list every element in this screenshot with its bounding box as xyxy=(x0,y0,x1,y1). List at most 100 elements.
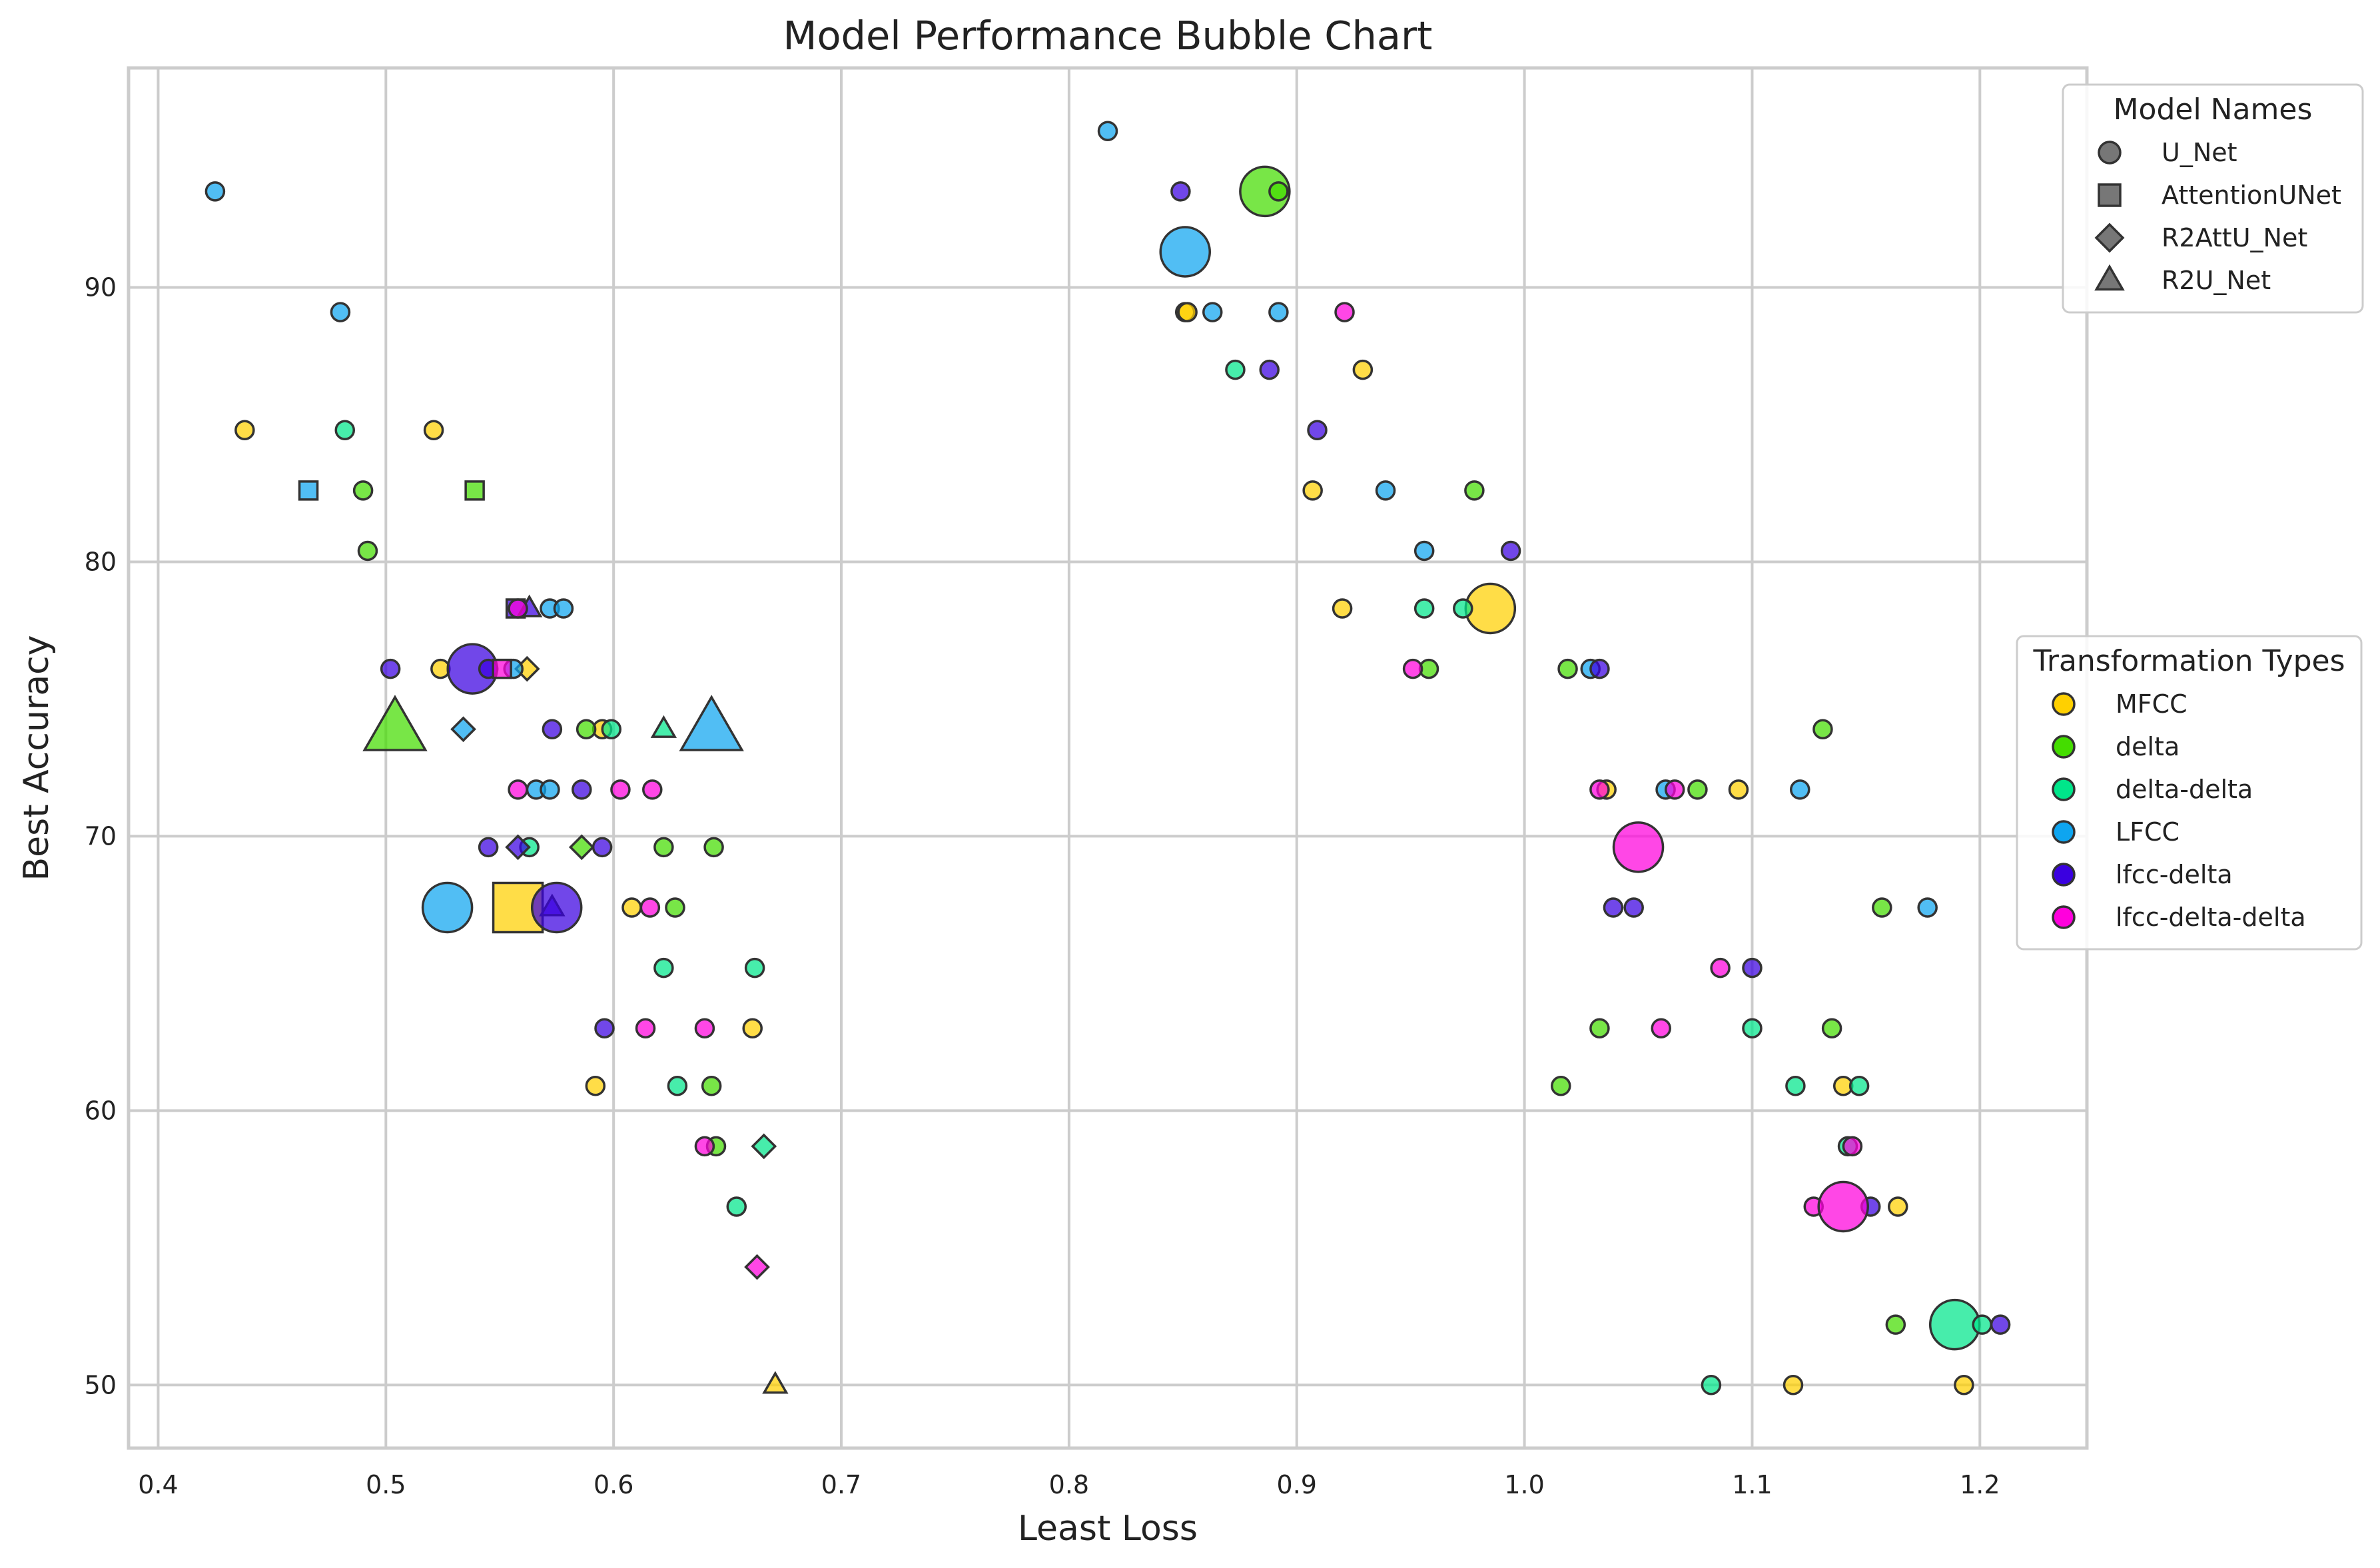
point-mfcc-circle xyxy=(423,420,444,440)
point-lfcc-delta-delta-square xyxy=(492,658,512,679)
x-axis-label: Least Loss xyxy=(1018,1509,1198,1549)
point-lfcc-circle xyxy=(1790,779,1810,800)
legend-entry-label: R2U_Net xyxy=(2162,266,2271,295)
x-tick-label: 0.6 xyxy=(594,1470,633,1499)
point-lfcc-circle xyxy=(553,598,574,619)
x-tick-label: 0.4 xyxy=(138,1470,178,1499)
legend-title: Transformation Types xyxy=(2032,644,2345,678)
point-lfcc-triangle xyxy=(679,695,744,751)
point-mfcc-triangle xyxy=(762,1371,789,1394)
point-delta-circle xyxy=(703,837,724,858)
legend-entry-label: lfcc-delta xyxy=(2116,860,2233,889)
point-delta-delta-circle xyxy=(1413,598,1435,619)
point-delta-circle xyxy=(701,1076,722,1096)
point-mfcc-circle xyxy=(1954,1375,1974,1395)
point-lfcc-delta-delta-circle xyxy=(1402,658,1423,679)
point-lfcc-delta-circle xyxy=(530,881,583,934)
point-lfcc-delta-delta-circle xyxy=(1589,779,1610,800)
point-delta-delta-circle xyxy=(1701,1375,1722,1395)
point-delta-delta-circle xyxy=(667,1076,688,1096)
point-delta-circle xyxy=(1464,480,1485,501)
legend-frame xyxy=(2062,83,2364,314)
point-delta-delta-diamond xyxy=(751,1133,777,1160)
legend-marker-square xyxy=(2098,183,2122,207)
point-delta-circle xyxy=(576,719,597,739)
x-tick-label: 0.8 xyxy=(1049,1470,1089,1499)
point-delta-circle xyxy=(1239,165,1291,218)
point-lfcc-circle xyxy=(421,881,474,934)
point-lfcc-delta-delta-circle xyxy=(1664,779,1685,800)
point-mfcc-circle xyxy=(1332,598,1353,619)
point-delta-delta-circle xyxy=(1848,1076,1870,1096)
point-lfcc-delta-delta-circle xyxy=(635,1018,656,1038)
y-axis-label: Best Accuracy xyxy=(17,635,57,881)
point-lfcc-delta-circle xyxy=(572,779,592,800)
point-mfcc-circle xyxy=(1302,480,1323,501)
point-lfcc-circle xyxy=(1268,302,1289,322)
point-delta-circle xyxy=(1812,719,1833,739)
point-mfcc-circle xyxy=(742,1018,763,1038)
point-mfcc-circle xyxy=(234,420,255,440)
x-tick-labels: 0.4 0.5 0.6 0.7 0.8 0.9 1.0 1.1 1.2 xyxy=(138,1470,2000,1499)
x-tick-label: 0.5 xyxy=(366,1470,406,1499)
point-lfcc-delta-delta-circle xyxy=(639,897,661,918)
x-tick-label: 0.9 xyxy=(1277,1470,1317,1499)
legend-marker-circle xyxy=(2052,735,2076,759)
legend-marker-circle xyxy=(2098,141,2122,165)
point-delta-circle xyxy=(1557,658,1578,679)
chart-title: Model Performance Bubble Chart xyxy=(783,13,1433,59)
point-lfcc-circle xyxy=(1375,480,1396,501)
x-tick-label: 1.1 xyxy=(1732,1470,1772,1499)
point-lfcc-delta-delta-circle xyxy=(694,1018,715,1038)
point-lfcc-delta-circle xyxy=(380,658,401,679)
point-lfcc-circle xyxy=(1159,226,1211,278)
point-lfcc-delta-circle xyxy=(542,719,563,739)
point-delta-delta-circle xyxy=(1785,1076,1806,1096)
point-lfcc-delta-circle xyxy=(1170,181,1191,202)
legend-marker-circle xyxy=(2052,692,2076,716)
point-delta-circle xyxy=(1589,1018,1610,1038)
legend-entry-label: delta xyxy=(2116,732,2180,761)
point-lfcc-delta-diamond xyxy=(505,834,531,861)
point-lfcc-square xyxy=(298,480,319,501)
point-mfcc-circle xyxy=(1177,302,1198,322)
legend-frame xyxy=(2016,635,2363,951)
x-tick-label: 1.0 xyxy=(1504,1470,1544,1499)
legend-model-names: Model Names U_Net AttentionUNet R2AttU_Net R… xyxy=(2062,83,2364,314)
legend-marker-circle xyxy=(2052,777,2076,801)
point-delta-circle xyxy=(1872,897,1892,918)
point-mfcc-circle xyxy=(1783,1375,1804,1395)
point-lfcc-delta-circle xyxy=(1603,897,1624,918)
point-lfcc-delta-circle xyxy=(1500,540,1521,562)
point-mfcc-circle xyxy=(1888,1196,1908,1217)
point-delta-circle xyxy=(352,480,374,501)
point-lfcc-delta-delta-circle xyxy=(694,1136,715,1157)
point-lfcc-diamond xyxy=(450,716,476,743)
point-delta-circle xyxy=(1687,779,1708,800)
point-delta-triangle xyxy=(362,695,428,751)
point-lfcc-delta-circle xyxy=(1259,359,1280,380)
data-points xyxy=(204,121,2011,1395)
point-delta-circle xyxy=(1268,181,1289,202)
point-mfcc-circle xyxy=(585,1076,606,1096)
point-lfcc-delta-delta-circle xyxy=(1817,1180,1869,1233)
point-lfcc-delta-circle xyxy=(1990,1314,2011,1335)
point-delta-delta-circle xyxy=(1742,1018,1763,1038)
point-lfcc-delta-circle xyxy=(1742,957,1763,979)
legend-entry-label: LFCC xyxy=(2116,817,2180,847)
legend-transformation-types: Transformation Types MFCC delta delta-delta… xyxy=(2016,635,2363,951)
point-lfcc-circle xyxy=(1413,540,1435,562)
point-lfcc-circle xyxy=(1917,897,1938,918)
point-delta-delta-circle xyxy=(653,957,674,979)
legend-title: Model Names xyxy=(2114,93,2313,127)
point-lfcc-circle xyxy=(1202,302,1223,322)
point-lfcc-circle xyxy=(540,779,560,800)
point-lfcc-delta-circle xyxy=(1589,658,1610,679)
y-tick-label: 90 xyxy=(85,273,117,302)
point-delta-circle xyxy=(653,837,674,858)
point-lfcc-delta-delta-circle xyxy=(1334,302,1355,322)
point-delta-delta-circle xyxy=(601,719,621,739)
point-lfcc-circle xyxy=(330,302,351,322)
